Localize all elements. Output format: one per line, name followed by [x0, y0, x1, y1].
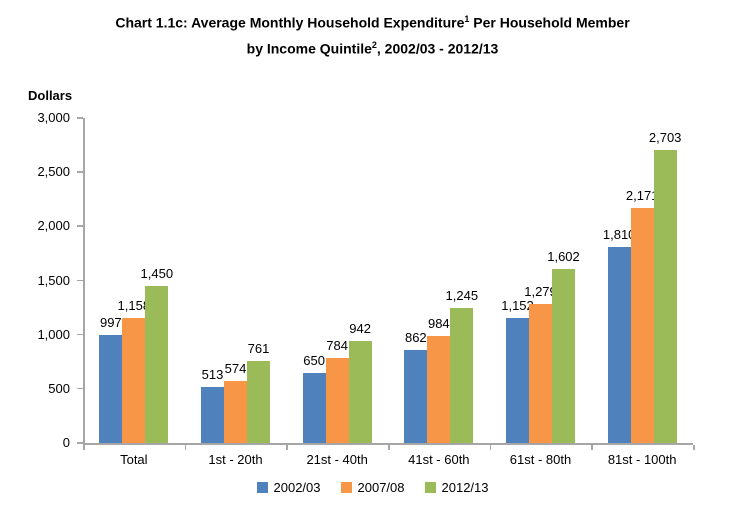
chart-title-line-2: by Income Quintile2, 2002/03 - 2012/13 — [0, 34, 745, 60]
chart-title-line-1: Chart 1.1c: Average Monthly Household Ex… — [0, 8, 745, 34]
title-text: Per Household Member — [469, 14, 630, 31]
bar-value-label: 2,703 — [648, 130, 682, 146]
bar-value-label: 574 — [224, 360, 247, 376]
y-tick-mark — [77, 171, 83, 173]
legend-swatch — [424, 482, 436, 493]
bar-value-label: 1,279 — [524, 284, 557, 300]
footnote-marker-2: 2 — [371, 39, 377, 50]
bar — [224, 380, 247, 443]
legend-swatch — [256, 482, 268, 493]
bar — [529, 304, 552, 443]
legend: 2002/03 2007/08 2012/13 — [0, 480, 745, 495]
bar-value-label: 1,450 — [140, 265, 174, 281]
title-text: Chart 1.1c: Average Monthly Household Ex… — [115, 14, 465, 31]
x-category-label: 1st - 20th — [208, 452, 263, 467]
x-tick-mark — [83, 445, 85, 450]
x-category-label: 41st - 60th — [408, 452, 470, 467]
bar-value-label: 1,152 — [501, 298, 534, 314]
bar-value-label: 1,158 — [117, 297, 151, 313]
y-tick-mark — [77, 225, 83, 227]
y-axis-title: Dollars — [28, 88, 73, 103]
bar — [122, 317, 146, 443]
bar — [653, 150, 677, 443]
x-tick-mark — [489, 445, 492, 450]
title-text: by Income Quintile — [246, 40, 372, 57]
bar-value-label: 513 — [201, 367, 224, 383]
y-tick-label: 500 — [48, 380, 70, 396]
bar-value-label: 984 — [427, 316, 450, 332]
x-tick-mark — [286, 445, 288, 450]
y-tick-mark — [77, 333, 83, 336]
y-tick-label: 1,000 — [37, 326, 70, 342]
bar — [145, 285, 169, 443]
bar — [552, 269, 575, 443]
bar — [427, 336, 451, 443]
bar-value-label: 1,602 — [547, 249, 580, 265]
bar-value-label: 784 — [326, 338, 349, 354]
bar — [506, 318, 529, 443]
bar-value-label: 650 — [303, 352, 326, 368]
title-text: , 2002/03 - 2012/13 — [376, 40, 499, 57]
bar-value-label: 942 — [349, 320, 372, 336]
legend-item: 2002/03 — [256, 480, 321, 495]
y-tick-mark — [77, 117, 83, 119]
bar-value-label: 997 — [99, 314, 122, 330]
y-tick-label: 1,500 — [37, 272, 70, 288]
bar — [325, 358, 349, 443]
bar — [450, 308, 474, 443]
bar-value-label: 862 — [404, 329, 427, 345]
y-tick-mark — [77, 279, 83, 281]
x-tick-mark — [184, 445, 187, 450]
x-tick-mark — [693, 445, 695, 450]
y-tick-mark — [77, 387, 83, 390]
bar-value-label: 1,810 — [602, 226, 636, 242]
y-tick-label: 0 — [62, 435, 70, 450]
bar-value-label: 1,245 — [445, 288, 479, 304]
legend-label: 2007/08 — [357, 480, 405, 495]
bar — [99, 334, 123, 443]
legend-swatch — [340, 482, 352, 493]
y-tick-mark — [77, 442, 83, 444]
x-category-label: 21st - 40th — [306, 452, 368, 467]
bar-value-label: 761 — [247, 340, 270, 356]
y-tick-label: 3,000 — [37, 110, 70, 125]
legend-label: 2002/03 — [273, 480, 321, 495]
bar — [607, 246, 631, 443]
y-axis-line — [83, 118, 85, 445]
x-category-label: 81st - 100th — [607, 452, 677, 467]
y-tick-label: 2,000 — [37, 218, 70, 234]
legend-label: 2012/13 — [441, 480, 489, 495]
bar — [348, 340, 372, 443]
bar — [201, 387, 224, 443]
bar — [247, 360, 270, 443]
x-tick-mark — [591, 445, 593, 450]
bar-value-label: 2,171 — [625, 187, 659, 203]
legend-item: 2012/13 — [424, 480, 489, 495]
legend-item: 2007/08 — [340, 480, 405, 495]
chart-title: Chart 1.1c: Average Monthly Household Ex… — [0, 8, 745, 59]
x-category-label: Total — [120, 452, 148, 467]
x-category-label: 61st - 80th — [509, 452, 572, 467]
bar — [404, 349, 428, 443]
x-axis-line — [83, 443, 693, 445]
y-tick-label: 2,500 — [37, 164, 70, 180]
footnote-marker-1: 1 — [464, 14, 470, 24]
bar — [302, 372, 326, 443]
x-tick-mark — [388, 445, 390, 450]
bar — [630, 207, 654, 443]
